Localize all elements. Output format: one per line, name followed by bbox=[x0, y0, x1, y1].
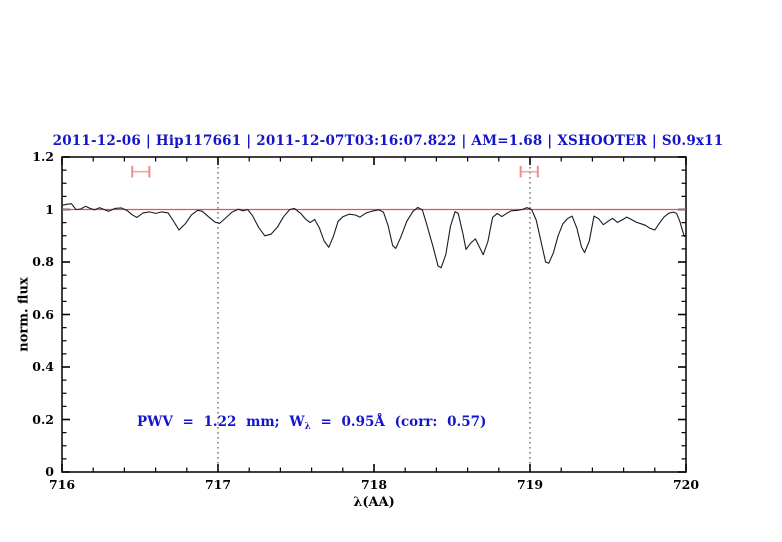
x-tick-label: 719 bbox=[516, 477, 544, 492]
x-tick-label: 717 bbox=[204, 477, 232, 492]
y-tick-label: 1.2 bbox=[32, 149, 54, 164]
pwv-annotation-suffix: = 0.95Å (corr: 0.57) bbox=[310, 414, 487, 430]
y-tick-label: 0.2 bbox=[32, 411, 54, 427]
y-tick-label: 0.6 bbox=[32, 306, 54, 322]
pwv-annotation-prefix: PWV = 1.22 mm; W bbox=[137, 414, 305, 430]
x-tick-label: 716 bbox=[48, 477, 76, 492]
plot-title: 2011-12-06 | Hip117661 | 2011-12-07T03:1… bbox=[52, 133, 724, 149]
y-tick-label: 1 bbox=[45, 201, 54, 217]
x-axis-label: λ(AA) bbox=[353, 495, 395, 510]
spectrum-line bbox=[61, 203, 685, 269]
x-tick-label: 720 bbox=[672, 477, 700, 492]
y-tick-label: 0.8 bbox=[32, 254, 54, 269]
y-tick-label: 0 bbox=[45, 464, 54, 479]
lambda-subscript: λ bbox=[304, 422, 311, 432]
x-tick-label: 718 bbox=[360, 477, 388, 492]
pwv-annotation: PWV = 1.22 mm; Wλ = 0.95Å (corr: 0.57) bbox=[137, 414, 486, 432]
y-tick-label: 0.4 bbox=[32, 359, 54, 374]
